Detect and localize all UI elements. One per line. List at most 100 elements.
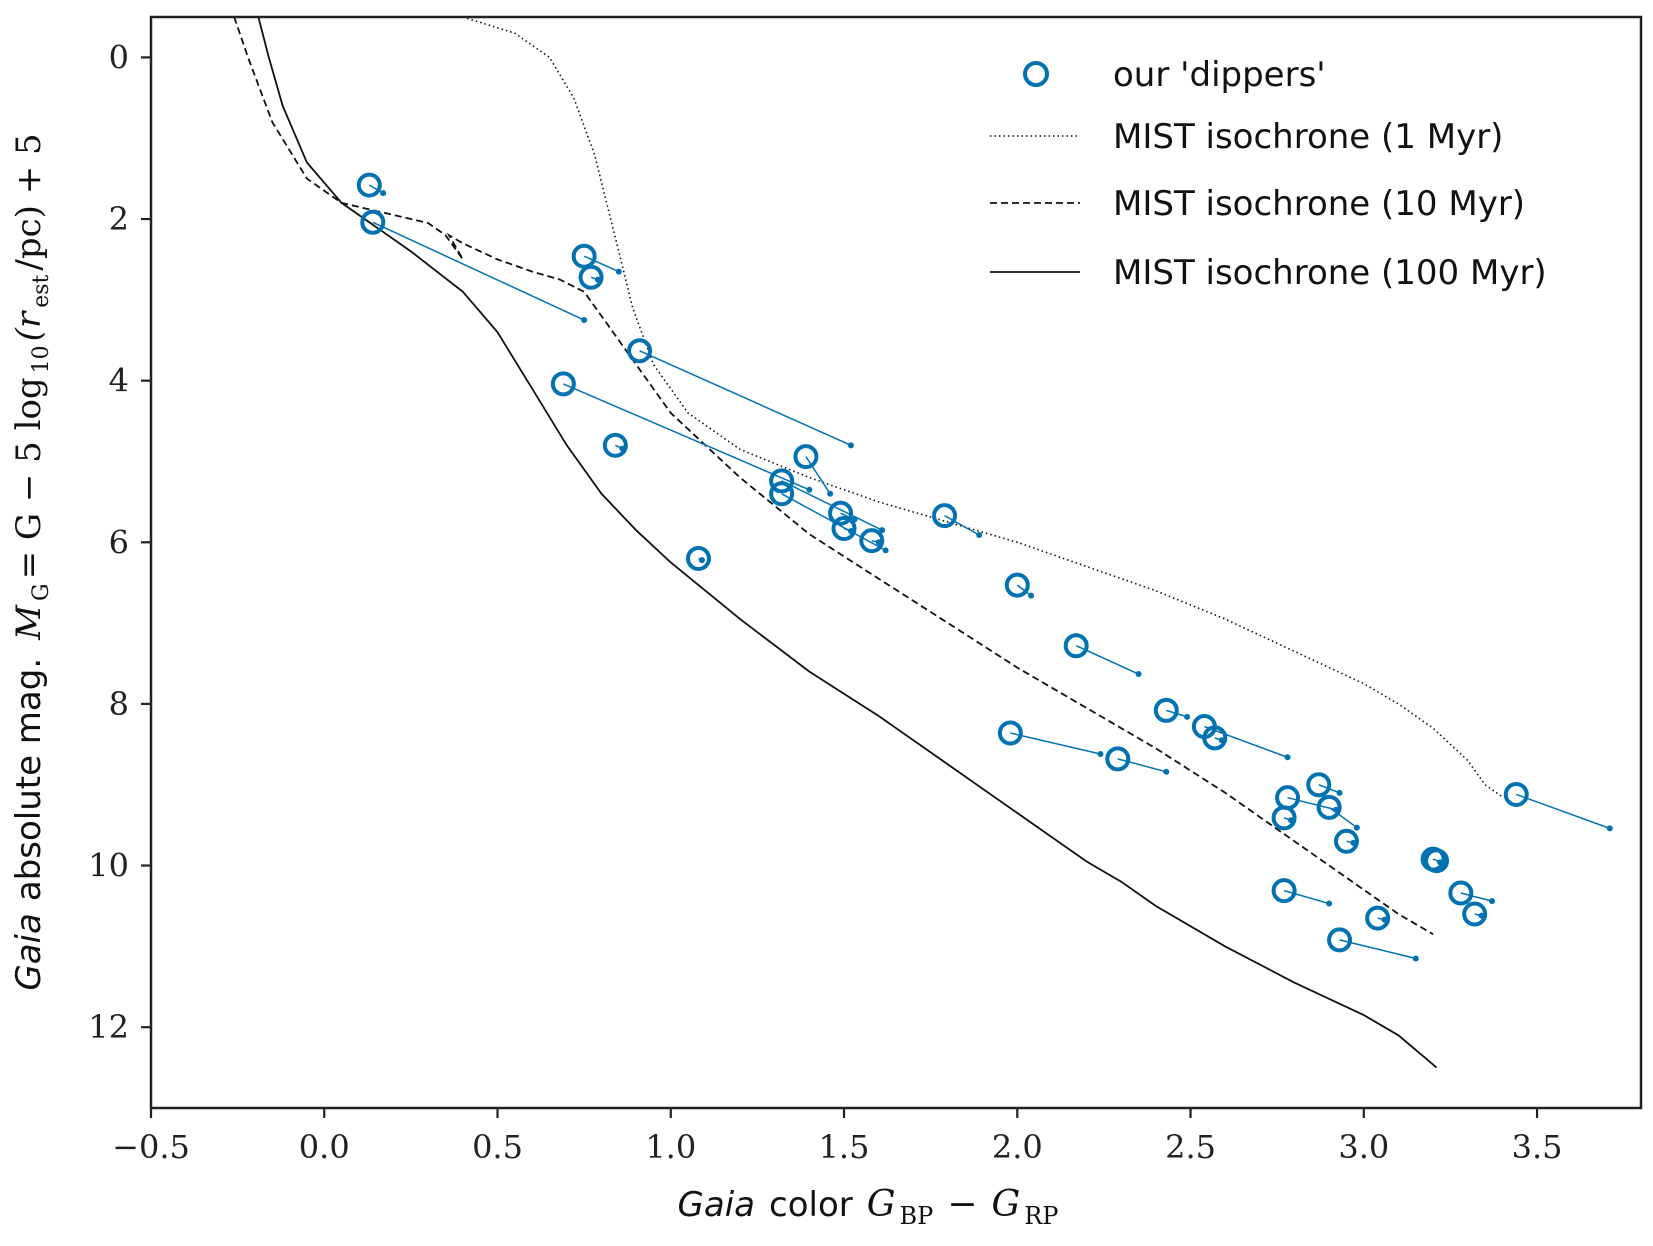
dipper-end-dot	[1135, 671, 1142, 678]
dipper-connector	[1010, 732, 1101, 755]
dipper-point	[1202, 725, 1228, 751]
dipper-marker	[685, 545, 711, 571]
y-tick-label: 4	[109, 362, 129, 400]
dipper-end-dot	[1412, 955, 1419, 962]
dipper-marker	[793, 444, 819, 470]
dipper-end-dot	[879, 527, 886, 534]
legend-dipper-marker	[1023, 61, 1049, 87]
x-tick-label: 3.0	[1338, 1128, 1389, 1166]
dipper-marker	[1448, 880, 1474, 906]
dipper-marker	[1004, 572, 1030, 598]
x-tick-label: 0.5	[472, 1128, 523, 1166]
dipper-end-dot	[1028, 592, 1035, 599]
dipper-marker	[997, 720, 1023, 746]
dipper-end-dot	[1184, 713, 1191, 720]
dipper-marker	[571, 243, 597, 269]
dipper-marker	[1316, 794, 1342, 820]
legend-entry-dippers: our 'dippers'	[1023, 55, 1326, 95]
y-axis-label: Gaia absolute mag. M G = G − 5 log 10 (r…	[9, 133, 54, 990]
dipper-connector	[1328, 806, 1358, 829]
dipper-end-dot	[1097, 751, 1104, 758]
x-tick-label: 2.5	[1165, 1128, 1216, 1166]
dipper-marker	[1503, 781, 1529, 807]
dipper-marker	[1462, 901, 1488, 927]
y-tick-label: 2	[109, 200, 129, 238]
dipper-marker	[627, 338, 653, 364]
dipper-end-dot	[581, 317, 588, 324]
dipper-marker	[1424, 848, 1450, 874]
dipper-connector	[1283, 889, 1330, 905]
dipper-point	[1424, 848, 1450, 874]
x-tick-label: 1.0	[645, 1128, 696, 1166]
dipper-point	[1448, 880, 1495, 906]
dipper-connector	[1516, 793, 1611, 830]
dipper-connector	[805, 456, 831, 495]
dipper-end-dot	[976, 532, 983, 539]
dipper-marker	[1365, 905, 1391, 931]
isochrone-1-myr	[462, 17, 1503, 798]
dipper-marker	[1327, 927, 1353, 953]
dipper-end-dot	[806, 486, 813, 493]
dipper-point	[1306, 772, 1343, 798]
dipper-point	[1063, 633, 1142, 678]
dipper-point	[1365, 905, 1391, 931]
dipper-point	[1333, 828, 1359, 854]
dipper-point	[1271, 805, 1297, 831]
dipper-marker	[1333, 828, 1359, 854]
dipper-point	[356, 172, 387, 198]
dipper-point	[1191, 714, 1291, 761]
y-tick-label: 10	[88, 847, 129, 885]
dipper-end-dot	[1489, 898, 1495, 905]
dipper-end-dot	[1606, 825, 1613, 832]
dipper-marker	[1063, 633, 1089, 659]
y-tick-label: 6	[109, 523, 129, 561]
dipper-point	[828, 500, 858, 526]
legend-entry-10myr: MIST isochrone (10 Myr)	[990, 184, 1525, 224]
dipper-marker	[1202, 725, 1228, 751]
dipper-marker	[769, 481, 795, 507]
dipper-marker	[859, 528, 885, 554]
dipper-connector	[1339, 939, 1416, 960]
dipper-point	[1503, 781, 1613, 832]
x-tick-label: 1.5	[819, 1128, 870, 1166]
dipper-point	[1153, 697, 1191, 723]
dipper-connector	[372, 221, 585, 321]
dipper-connector	[639, 350, 852, 447]
dipper-point	[578, 264, 604, 290]
dipper-marker	[831, 516, 857, 542]
y-axis: 0 2 4 6 8 10 12	[88, 38, 151, 1046]
dipper-point	[571, 243, 622, 275]
dipper-end-dot	[380, 190, 387, 197]
y-tick-label: 8	[109, 685, 129, 723]
dipper-connector	[1117, 758, 1167, 773]
dipper-connector	[1287, 796, 1337, 811]
dipper-connector	[1460, 892, 1493, 902]
dipper-end-dot	[615, 268, 622, 275]
dipper-marker	[932, 503, 958, 529]
dipper-point	[1327, 927, 1419, 962]
dipper-point	[1271, 878, 1333, 907]
dipper-point	[793, 444, 834, 497]
dipper-connector	[563, 383, 810, 491]
dipper-marker	[356, 172, 382, 198]
x-tick-label: 3.5	[1512, 1128, 1563, 1166]
dipper-point	[550, 371, 813, 493]
dipper-point	[685, 545, 711, 571]
dipper-point	[627, 338, 854, 449]
dipper-marker	[550, 371, 576, 397]
x-tick-label: 0.0	[299, 1128, 350, 1166]
dipper-end-dot	[1437, 859, 1444, 866]
dipper-end-dot	[1353, 824, 1360, 831]
dipper-point	[932, 503, 983, 539]
legend-label-100myr: MIST isochrone (100 Myr)	[1113, 253, 1547, 293]
dipper-marker	[578, 264, 604, 290]
legend-label-1myr: MIST isochrone (1 Myr)	[1113, 117, 1503, 157]
dipper-end-dot	[882, 547, 889, 554]
dipper-point	[1004, 572, 1035, 599]
y-tick-label: 12	[88, 1008, 129, 1046]
dipper-point	[1316, 794, 1360, 831]
dipper-connector	[583, 255, 620, 273]
x-axis-label: Gaia color G BP − G RP	[678, 1184, 1059, 1230]
legend-entry-100myr: MIST isochrone (100 Myr)	[990, 253, 1547, 293]
